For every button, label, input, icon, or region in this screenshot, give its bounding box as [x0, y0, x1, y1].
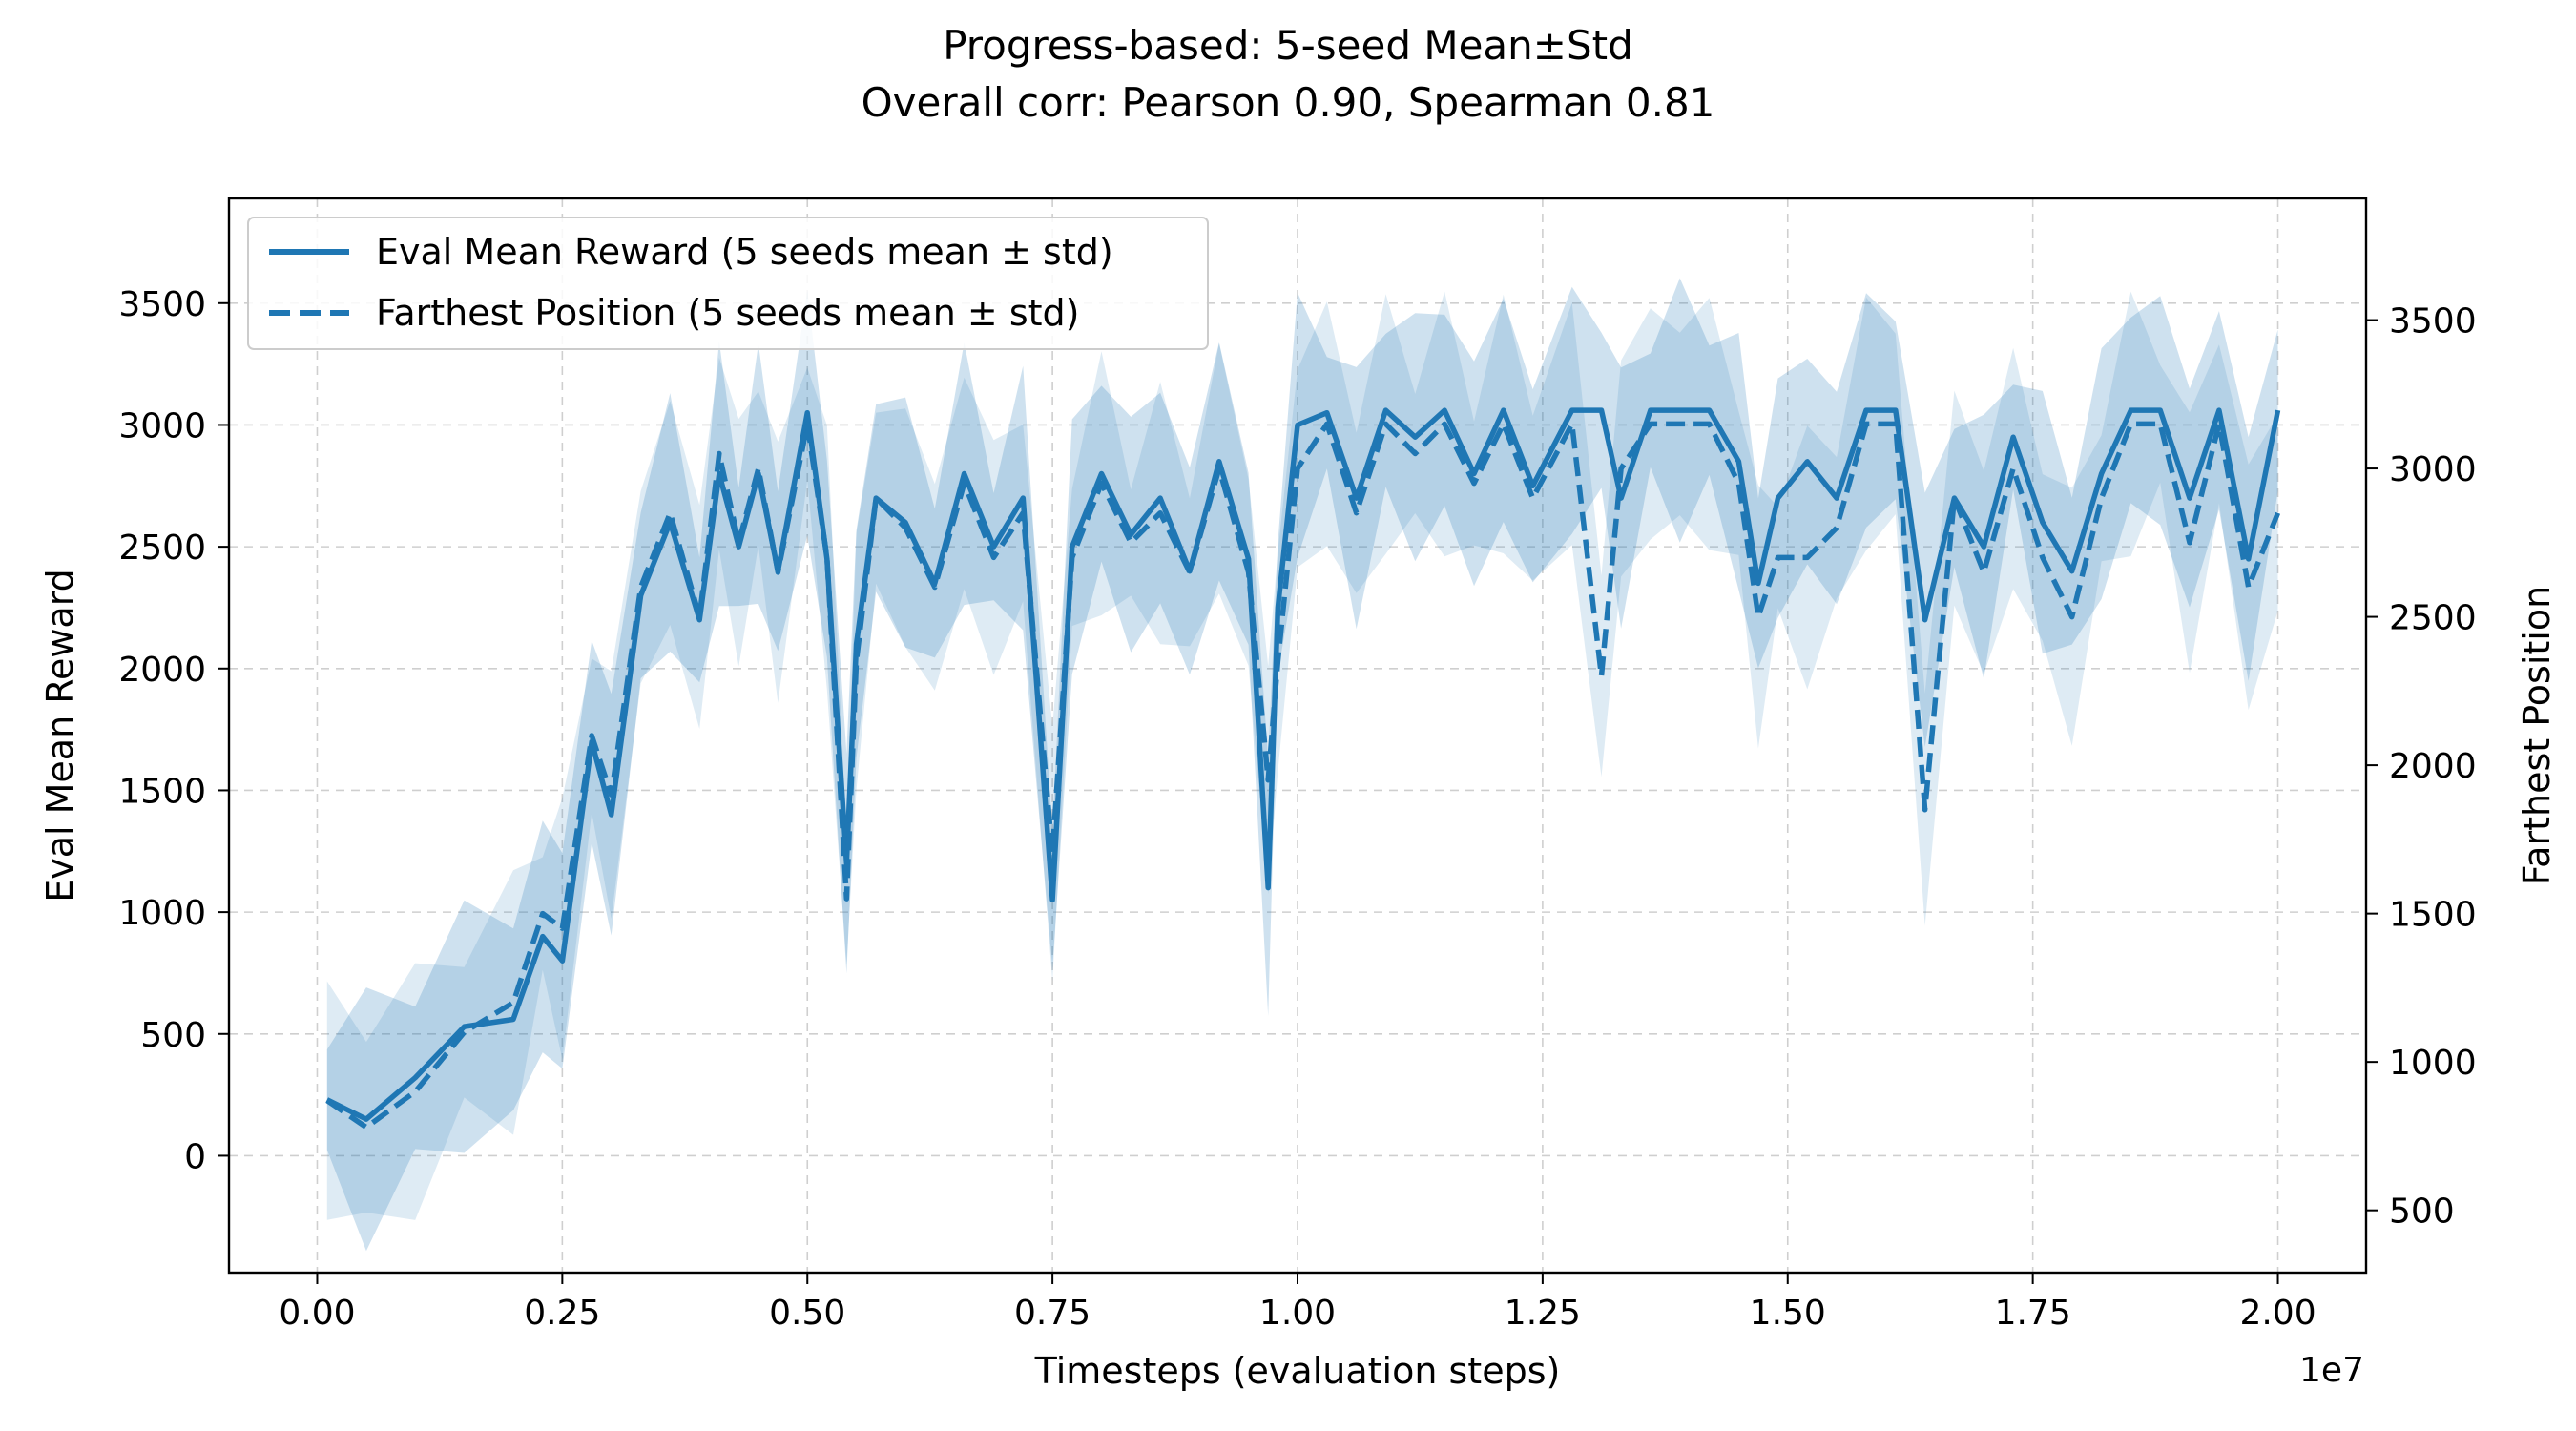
y-tick-label: 1500	[118, 772, 206, 811]
y-tick-label: 500	[140, 1016, 206, 1055]
x-axis: 0.00 0.25 0.50 0.75 1.00 1.25 1.50 1.75 2.00	[279, 1273, 2316, 1333]
y2-tick-label: 3000	[2389, 450, 2477, 489]
y-axis-left: 0 500 1000 1500 2000 2500 3000 3500	[118, 285, 229, 1176]
x-tick-label: 2.00	[2239, 1294, 2316, 1333]
y-tick-label: 2500	[118, 529, 206, 568]
legend-box	[247, 217, 1209, 350]
y2-tick-label: 500	[2389, 1192, 2455, 1232]
y-tick-label: 0	[184, 1137, 206, 1176]
y2-tick-label: 2000	[2389, 747, 2477, 786]
x-tick-label: 1.75	[1995, 1294, 2071, 1333]
series-lines	[325, 407, 2281, 1130]
y2-axis-title: Farthest Position	[2516, 586, 2558, 885]
y-tick-label: 3000	[118, 406, 206, 446]
y2-tick-label: 1000	[2389, 1044, 2477, 1083]
std-bands	[326, 278, 2278, 1252]
x-tick-label: 0.75	[1014, 1294, 1091, 1333]
y-tick-label: 2000	[118, 651, 206, 690]
x-tick-label: 1.25	[1505, 1294, 1581, 1333]
reward-std-band	[326, 278, 2278, 1252]
chart-title: Progress-based: 5-seed Mean±Std	[943, 22, 1633, 69]
y-tick-label: 1000	[118, 894, 206, 933]
x-offset-label: 1e7	[2299, 1351, 2364, 1390]
legend: Eval Mean Reward (5 seeds mean ± std) Fa…	[247, 217, 1209, 350]
x-tick-label: 1.50	[1750, 1294, 1826, 1333]
x-tick-label: 0.25	[524, 1294, 600, 1333]
chart-subtitle: Overall corr: Pearson 0.90, Spearman 0.8…	[862, 79, 1715, 126]
y-axis-right: 500 1000 1500 2000 2500 3000 3500	[2366, 302, 2477, 1232]
y2-tick-label: 1500	[2389, 896, 2477, 935]
x-tick-label: 0.00	[279, 1294, 355, 1333]
legend-label-position: Farthest Position (5 seeds mean ± std)	[376, 292, 1080, 334]
legend-label-reward: Eval Mean Reward (5 seeds mean ± std)	[376, 231, 1113, 273]
y-axis-title: Eval Mean Reward	[39, 569, 81, 902]
y2-tick-label: 3500	[2389, 302, 2477, 342]
x-tick-label: 0.50	[769, 1294, 845, 1333]
position-std-band	[326, 291, 2278, 1220]
y-tick-label: 3500	[118, 285, 206, 324]
y2-tick-label: 2500	[2389, 599, 2477, 638]
position-mean-line	[325, 421, 2281, 1130]
x-axis-title: Timesteps (evaluation steps)	[1034, 1350, 1561, 1392]
x-tick-label: 1.00	[1259, 1294, 1336, 1333]
